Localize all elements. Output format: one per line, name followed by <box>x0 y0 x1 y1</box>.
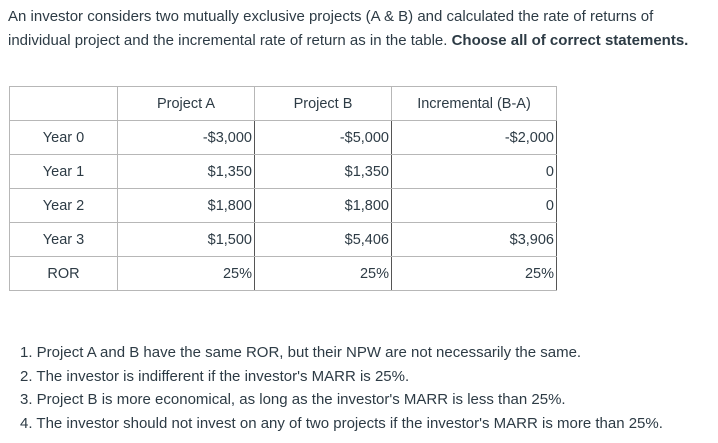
cell-project-a: $1,500 <box>117 222 255 257</box>
cell-incremental: 25% <box>391 256 557 291</box>
cell-project-a: -$3,000 <box>117 120 255 155</box>
header-blank <box>9 86 118 121</box>
row-label: Year 1 <box>9 154 118 189</box>
question-emphasis: Choose all of correct statements. <box>451 32 689 49</box>
cell-project-b: $5,406 <box>254 222 392 257</box>
cash-flow-table: Project A Project B Incremental (B-A) Ye… <box>9 86 557 291</box>
header-incremental: Incremental (B-A) <box>391 86 557 121</box>
cell-project-a: 25% <box>117 256 255 291</box>
option-2[interactable]: 2. The investor is indifferent if the in… <box>20 367 410 385</box>
option-4[interactable]: 4. The investor should not invest on any… <box>20 415 663 433</box>
cell-incremental: $3,906 <box>391 222 557 257</box>
cell-incremental: 0 <box>391 154 557 189</box>
table-header-row: Project A Project B Incremental (B-A) <box>9 86 557 121</box>
header-project-b: Project B <box>254 86 392 121</box>
option-3[interactable]: 3. Project B is more economical, as long… <box>20 391 566 409</box>
cell-project-b: $1,350 <box>254 154 392 189</box>
cell-project-b: $1,800 <box>254 188 392 223</box>
cell-incremental: 0 <box>391 188 557 223</box>
table-row: Year 1 $1,350 $1,350 0 <box>9 154 557 189</box>
question-text: An investor considers two mutually exclu… <box>8 5 713 53</box>
row-label: Year 0 <box>9 120 118 155</box>
cell-incremental: -$2,000 <box>391 120 557 155</box>
row-label: ROR <box>9 256 118 291</box>
row-label: Year 2 <box>9 188 118 223</box>
option-1[interactable]: 1. Project A and B have the same ROR, bu… <box>20 344 582 361</box>
answer-options: 1. Project A and B have the same ROR, bu… <box>8 341 718 436</box>
table-row: Year 0 -$3,000 -$5,000 -$2,000 <box>9 120 557 155</box>
row-label: Year 3 <box>9 222 118 257</box>
cell-project-a: $1,800 <box>117 188 255 223</box>
header-project-a: Project A <box>117 86 255 121</box>
table-row: Year 2 $1,800 $1,800 0 <box>9 188 557 223</box>
cell-project-a: $1,350 <box>117 154 255 189</box>
cell-project-b: 25% <box>254 256 392 291</box>
question-body: An investor considers two mutually exclu… <box>8 8 654 49</box>
cell-project-b: -$5,000 <box>254 120 392 155</box>
table-row: ROR 25% 25% 25% <box>9 256 557 291</box>
table-row: Year 3 $1,500 $5,406 $3,906 <box>9 222 557 257</box>
